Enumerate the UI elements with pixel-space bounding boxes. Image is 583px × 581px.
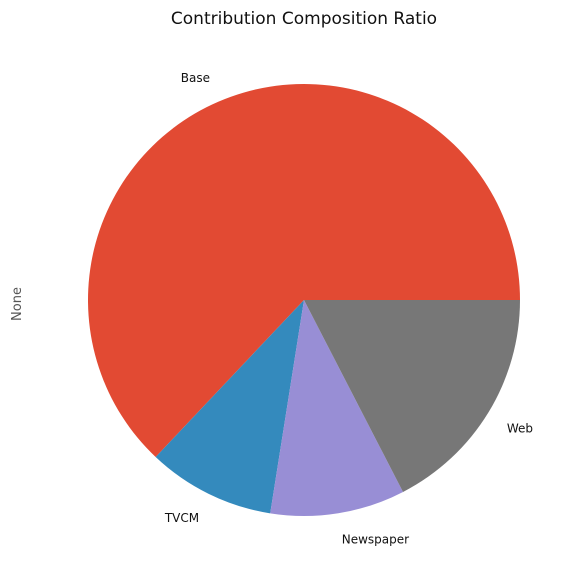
pie-label-base: Base [181,71,210,85]
pie-slice-newspaper [270,300,404,516]
chart-title: Contribution Composition Ratio [171,9,437,29]
pie-labels: Base TVCM Newspaper Web [164,71,533,547]
pie-slices [88,84,521,516]
pie-slice-base [88,84,521,457]
pie-slice-tvcm [155,300,304,514]
y-axis-label: None [10,287,25,321]
pie-slice-web [304,300,520,492]
pie-label-web: Web [507,421,533,435]
pie-label-newspaper: Newspaper [342,532,409,546]
pie-label-tvcm: TVCM [164,511,199,525]
